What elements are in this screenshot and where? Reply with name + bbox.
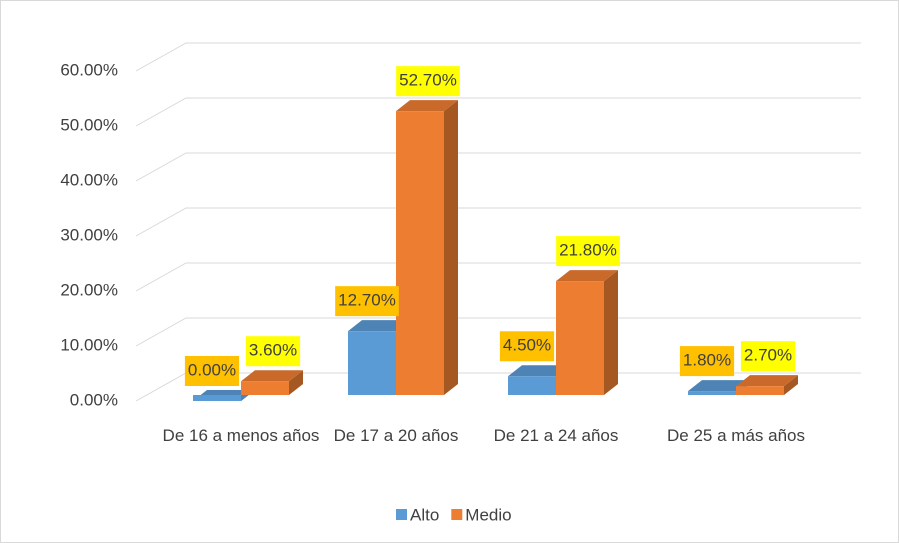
- grid-line: [135, 262, 861, 292]
- value-label: 3.60%: [249, 341, 297, 360]
- bar: [241, 381, 289, 395]
- value-label-bg: [679, 346, 735, 377]
- x-tick-label: De 21 a 24 años: [493, 426, 619, 445]
- grid-line: [135, 207, 861, 237]
- value-label-bg: [499, 331, 555, 362]
- value-label: 12.70%: [338, 291, 396, 310]
- bar-top: [556, 270, 618, 282]
- bar-side: [289, 370, 303, 395]
- grid-line: [135, 42, 861, 72]
- grid-line: [135, 97, 861, 127]
- bar-top: [396, 100, 458, 112]
- legend-swatch: [451, 509, 463, 520]
- bar-side: [604, 270, 618, 395]
- value-label-bg: [184, 356, 240, 386]
- bar: [688, 391, 736, 395]
- bar: [556, 281, 604, 395]
- x-tick-label: De 17 a 20 años: [333, 426, 459, 445]
- y-tick-label: 30.00%: [60, 225, 118, 244]
- value-label: 0.00%: [188, 360, 236, 379]
- value-label-bg: [396, 66, 460, 97]
- value-label-bg: [556, 236, 620, 267]
- y-tick-label: 60.00%: [60, 60, 118, 79]
- bar: [396, 111, 444, 396]
- y-tick-label: 10.00%: [60, 335, 118, 354]
- bar-top: [508, 365, 570, 377]
- legend-label: Medio: [465, 505, 511, 524]
- bar-top: [348, 320, 410, 332]
- bar-side: [784, 375, 798, 395]
- value-label-bg: [245, 336, 301, 367]
- bar-top: [688, 380, 750, 392]
- bar-top: [241, 370, 303, 382]
- bar: [348, 331, 396, 395]
- bar-top: [736, 375, 798, 387]
- value-label: 1.80%: [683, 351, 731, 370]
- value-label: 4.50%: [503, 336, 551, 355]
- x-tick-label: De 16 a menos años: [162, 426, 320, 445]
- value-label: 52.70%: [399, 71, 457, 90]
- x-tick-label: De 25 a más años: [667, 426, 805, 445]
- y-tick-label: 20.00%: [60, 280, 118, 299]
- legend-label: Alto: [410, 505, 439, 524]
- grid-line: [135, 152, 861, 182]
- bar-side: [444, 100, 458, 396]
- y-tick-label: 40.00%: [60, 170, 118, 189]
- grid-line: [135, 317, 861, 347]
- value-label: 2.70%: [744, 346, 792, 365]
- bar: [193, 395, 241, 401]
- legend-swatch: [396, 509, 407, 520]
- bar: [508, 376, 556, 395]
- bar: [736, 386, 784, 395]
- y-tick-label: 50.00%: [60, 115, 118, 134]
- value-label: 21.80%: [559, 241, 617, 260]
- value-label-bg: [335, 286, 399, 317]
- y-tick-label: 0.00%: [70, 390, 118, 409]
- value-label-bg: [740, 341, 796, 372]
